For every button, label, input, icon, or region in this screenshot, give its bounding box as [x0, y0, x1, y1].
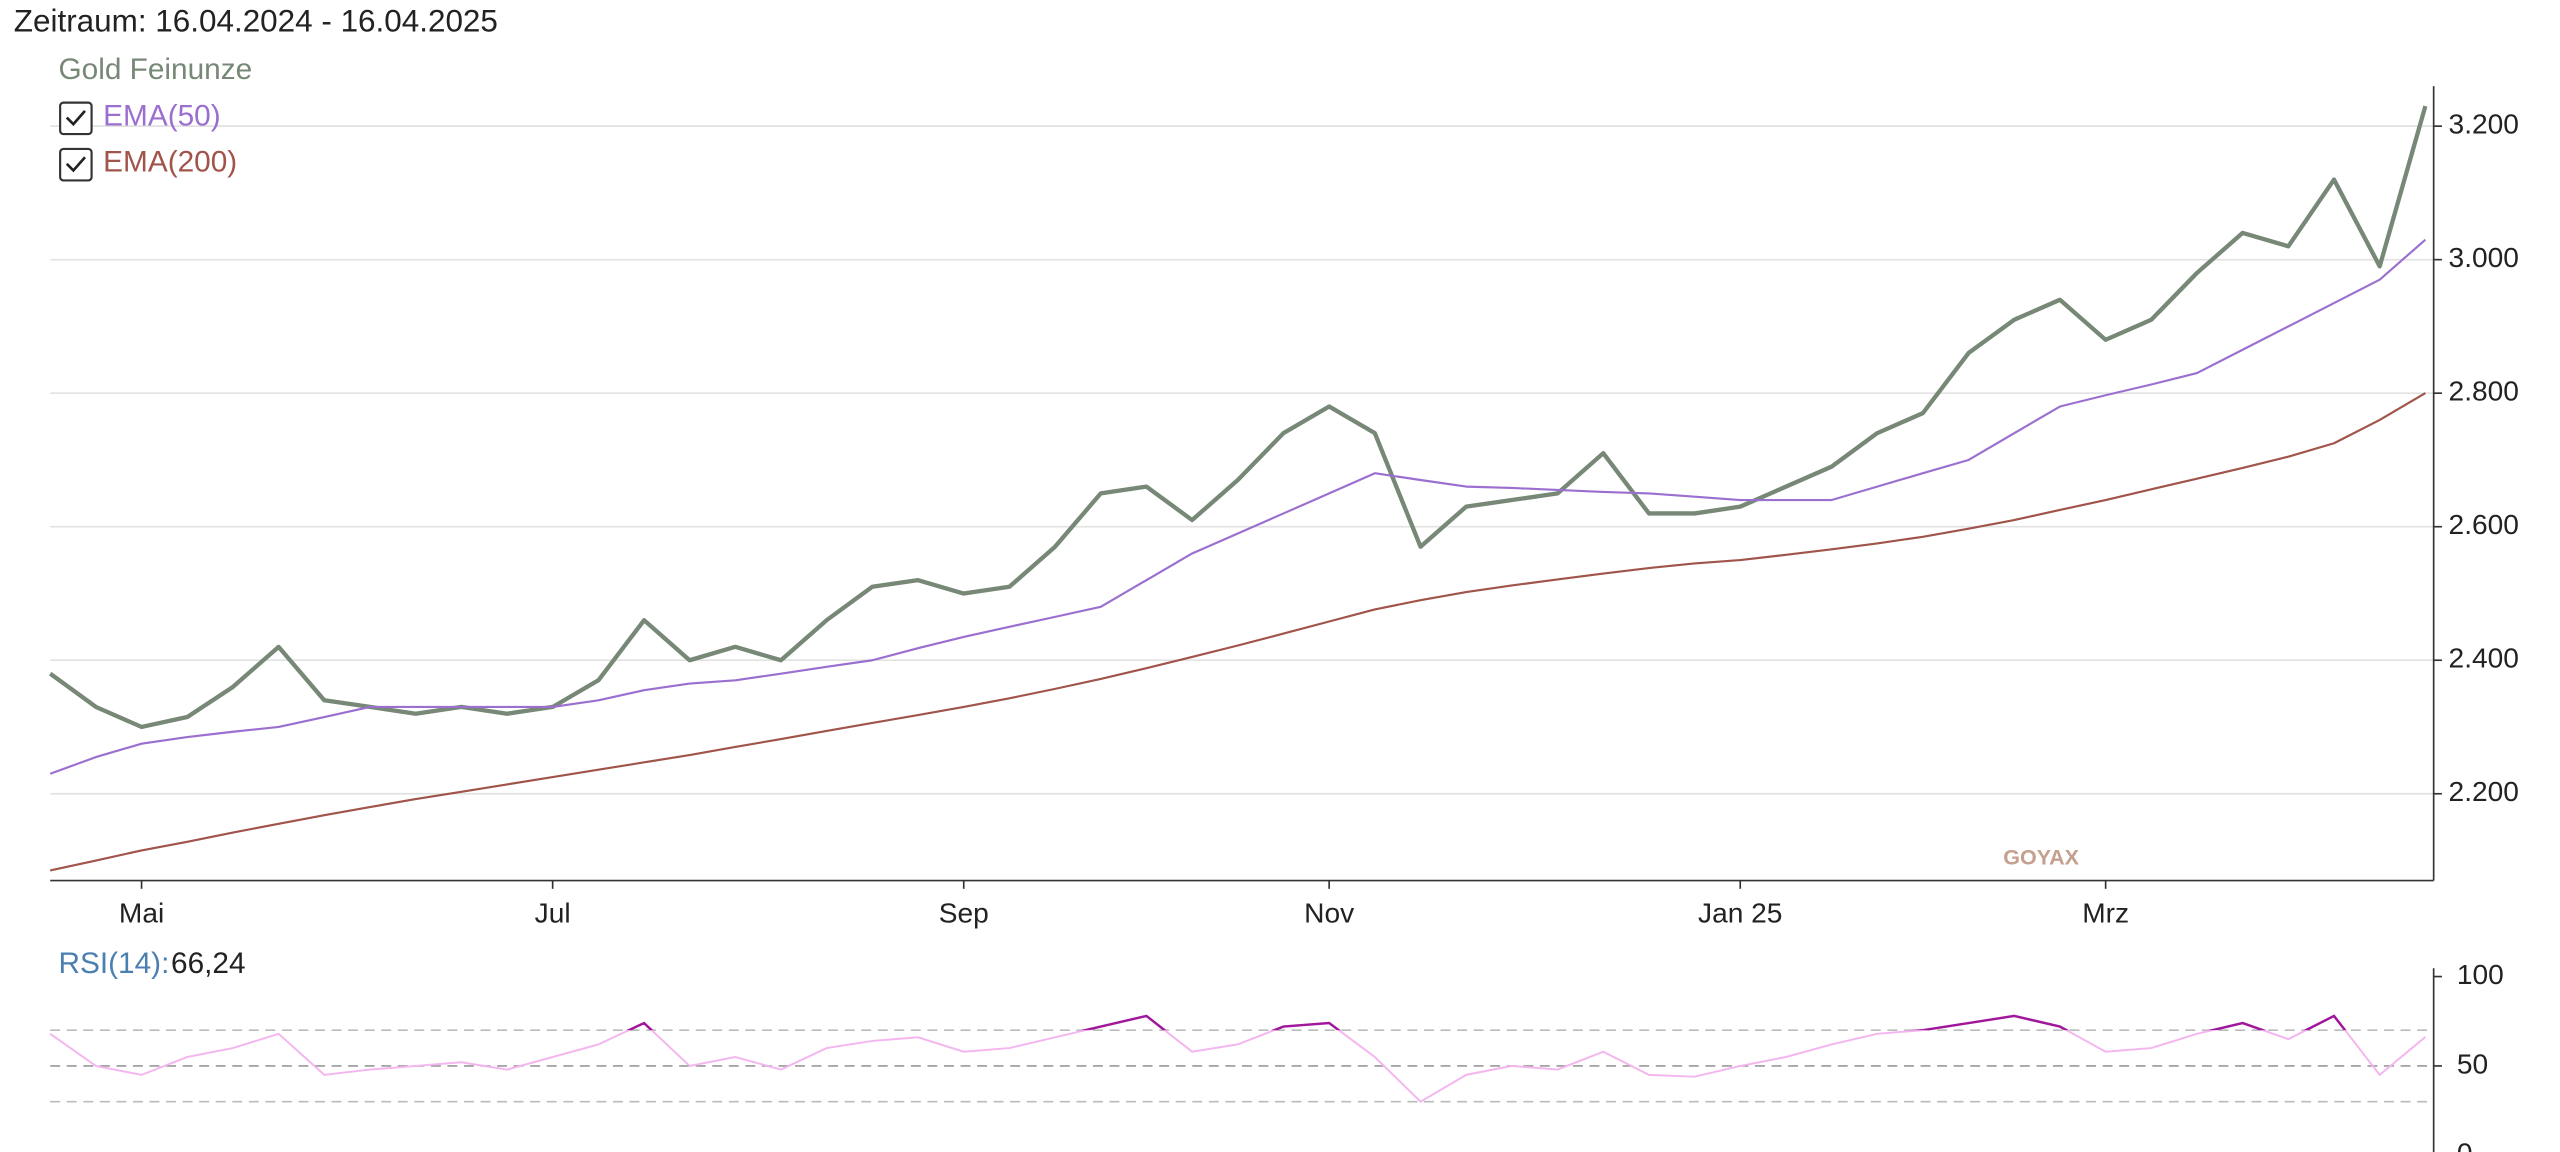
x-tick-label: Mrz: [2082, 898, 2129, 929]
legend-checkbox[interactable]: [59, 101, 93, 136]
x-tick-label: Nov: [1304, 898, 1354, 929]
y-tick-label: 2.200: [2449, 776, 2519, 807]
legend-label: EMA(50): [103, 99, 221, 132]
y-tick-label: 2.600: [2449, 509, 2519, 540]
checkmark: [65, 156, 86, 173]
x-tick-label: Jan 25: [1698, 898, 1782, 929]
legend-checkbox[interactable]: [59, 147, 93, 182]
y-tick-label: 50: [2457, 1048, 2488, 1079]
x-tick-label: Sep: [939, 898, 989, 929]
rsi-colon: :: [161, 947, 169, 980]
y-tick-label: 100: [2457, 959, 2504, 990]
watermark: GOYAX: [2003, 846, 2079, 870]
y-tick-label: 0: [2457, 1138, 2473, 1152]
series-line: [49, 1014, 2427, 1103]
period-title: Zeitraum: 16.04.2024 - 16.04.2025: [14, 3, 498, 38]
series-line: [49, 392, 2426, 872]
rsi-label: RSI(14): [58, 947, 161, 980]
series-line: [49, 238, 2427, 775]
y-tick-label: 3.000: [2449, 242, 2519, 273]
y-tick-label: 2.800: [2449, 376, 2519, 407]
y-tick-label: 3.200: [2449, 109, 2519, 140]
x-tick-label: Mai: [119, 898, 164, 929]
legend-label: Gold Feinunze: [58, 53, 252, 86]
series-line: [48, 105, 2428, 730]
rsi-value: 66,24: [171, 947, 246, 980]
checkmark: [65, 110, 86, 127]
y-tick-label: 2.400: [2449, 643, 2519, 674]
legend-label: EMA(200): [103, 146, 237, 179]
x-tick-label: Jul: [535, 898, 571, 929]
series-line: [625, 1014, 2347, 1031]
